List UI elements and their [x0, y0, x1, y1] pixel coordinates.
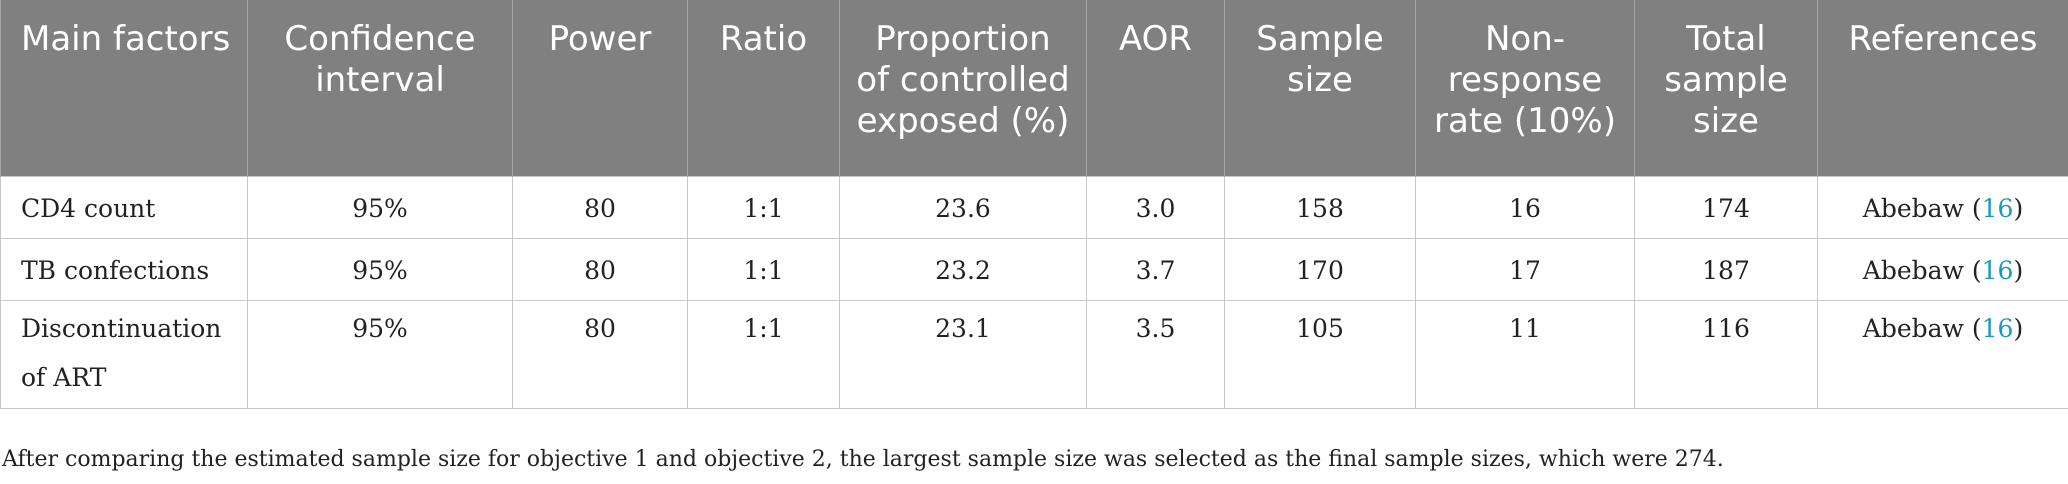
table-header: Main factors Confidence interval Power R… — [0, 0, 2068, 176]
cell-total: 187 — [1634, 237, 1818, 301]
reference-author: Abebaw — [1862, 193, 1964, 223]
header-total-sample-size: Total sample size — [1634, 0, 1818, 176]
cell-proportion: 23.1 — [839, 299, 1087, 409]
cell-confidence-interval: 95% — [247, 299, 513, 409]
cell-sample-size: 105 — [1224, 299, 1416, 409]
cell-total: 174 — [1634, 175, 1818, 239]
header-confidence-interval: Confidence interval — [247, 0, 513, 176]
cell-non-response: 11 — [1415, 299, 1635, 409]
cell-confidence-interval: 95% — [247, 237, 513, 301]
cell-reference: Abebaw (16) — [1817, 299, 2068, 409]
table-footnote: After comparing the estimated sample siz… — [2, 447, 1724, 472]
cell-factor: CD4 count — [0, 175, 248, 239]
cell-confidence-interval: 95% — [247, 175, 513, 239]
header-row: Main factors Confidence interval Power R… — [0, 0, 2068, 176]
cell-proportion: 23.2 — [839, 237, 1087, 301]
header-main-factors: Main factors — [0, 0, 248, 176]
cell-sample-size: 170 — [1224, 237, 1416, 301]
cell-sample-size: 158 — [1224, 175, 1416, 239]
header-non-response-rate: Non-response rate (10%) — [1415, 0, 1635, 176]
header-proportion: Proportion of controlled exposed (%) — [839, 0, 1087, 176]
table-row: TB confections 95% 80 1:1 23.2 3.7 170 1… — [0, 237, 2068, 301]
header-aor: AOR — [1086, 0, 1225, 176]
table-body: CD4 count 95% 80 1:1 23.6 3.0 158 16 174… — [0, 175, 2068, 409]
cell-aor: 3.7 — [1086, 237, 1225, 301]
cell-non-response: 17 — [1415, 237, 1635, 301]
reference-author: Abebaw — [1862, 255, 1964, 285]
cell-proportion: 23.6 — [839, 175, 1087, 239]
cell-reference: Abebaw (16) — [1817, 237, 2068, 301]
header-ratio: Ratio — [687, 0, 840, 176]
cell-reference: Abebaw (16) — [1817, 175, 2068, 239]
cell-power: 80 — [512, 299, 688, 409]
cell-power: 80 — [512, 175, 688, 239]
sample-size-table-container: Main factors Confidence interval Power R… — [0, 0, 2068, 409]
reference-link[interactable]: 16 — [1981, 313, 2014, 343]
cell-aor: 3.0 — [1086, 175, 1225, 239]
cell-non-response: 16 — [1415, 175, 1635, 239]
header-sample-size: Sample size — [1224, 0, 1416, 176]
cell-aor: 3.5 — [1086, 299, 1225, 409]
header-references: References — [1817, 0, 2068, 176]
reference-author: Abebaw — [1862, 313, 1964, 343]
cell-ratio: 1:1 — [687, 237, 840, 301]
table-row: Discontinuation of ART 95% 80 1:1 23.1 3… — [0, 299, 2068, 409]
reference-link[interactable]: 16 — [1981, 255, 2014, 285]
cell-power: 80 — [512, 237, 688, 301]
cell-ratio: 1:1 — [687, 299, 840, 409]
reference-link[interactable]: 16 — [1981, 193, 2014, 223]
cell-ratio: 1:1 — [687, 175, 840, 239]
table-row: CD4 count 95% 80 1:1 23.6 3.0 158 16 174… — [0, 175, 2068, 239]
header-power: Power — [512, 0, 688, 176]
cell-total: 116 — [1634, 299, 1818, 409]
sample-size-table: Main factors Confidence interval Power R… — [0, 0, 2068, 409]
cell-factor: Discontinuation of ART — [0, 299, 248, 409]
cell-factor: TB confections — [0, 237, 248, 301]
